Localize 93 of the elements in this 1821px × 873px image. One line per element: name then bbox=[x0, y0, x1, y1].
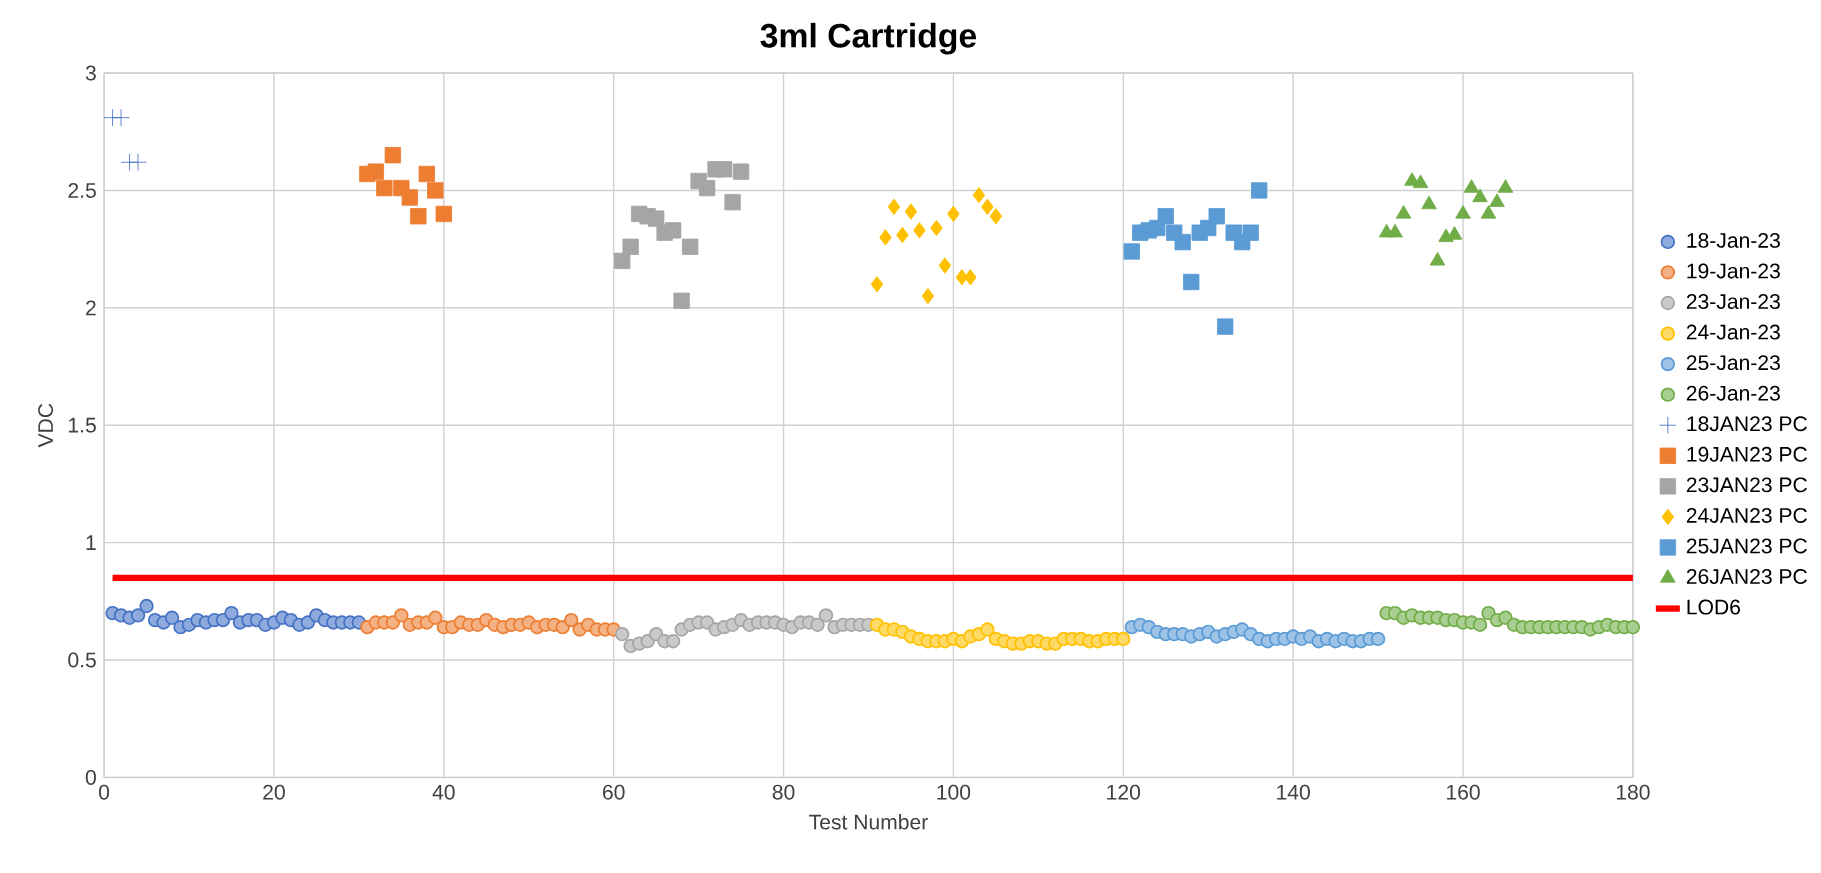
x-tick-label: 80 bbox=[772, 784, 795, 800]
point bbox=[1387, 223, 1403, 238]
point bbox=[673, 292, 690, 309]
point bbox=[1157, 207, 1174, 225]
point bbox=[130, 608, 146, 623]
legend-label: 25-Jan-23 bbox=[1686, 354, 1780, 370]
point bbox=[1116, 631, 1131, 646]
point bbox=[129, 153, 147, 171]
legend-label: 19JAN23 PC bbox=[1687, 446, 1807, 462]
x-axis-title: Test Number bbox=[809, 813, 928, 830]
legend-label: 24JAN23 PC bbox=[1686, 507, 1807, 523]
y-tick-label: 1.5 bbox=[69, 417, 96, 433]
y-tick-label: 0 bbox=[85, 769, 96, 785]
x-tick-label: 0 bbox=[99, 784, 110, 800]
y-tick-label: 2.5 bbox=[68, 182, 96, 198]
point bbox=[698, 179, 716, 197]
point bbox=[376, 179, 393, 197]
point bbox=[614, 626, 630, 642]
point bbox=[724, 193, 741, 211]
point bbox=[1242, 224, 1259, 241]
point bbox=[879, 229, 892, 246]
x-tick-label: 160 bbox=[1447, 784, 1480, 800]
point bbox=[367, 163, 385, 180]
point bbox=[1625, 619, 1641, 635]
x-tick-label: 20 bbox=[263, 784, 285, 800]
legend-label: 23-Jan-23 bbox=[1686, 293, 1780, 309]
point bbox=[1123, 243, 1140, 260]
x-tick-label: 100 bbox=[937, 784, 971, 800]
legend-label: 25JAN23 PC bbox=[1686, 538, 1807, 554]
point bbox=[394, 608, 409, 623]
point bbox=[435, 205, 452, 222]
x-tick-label: 60 bbox=[603, 784, 625, 800]
legend-label: 18JAN23 PC bbox=[1687, 416, 1807, 431]
legend-label: 18-Jan-23 bbox=[1687, 232, 1780, 248]
point bbox=[818, 608, 834, 623]
x-tick-label: 40 bbox=[432, 784, 455, 800]
point bbox=[1174, 233, 1191, 250]
point bbox=[1370, 631, 1386, 646]
point bbox=[715, 160, 733, 178]
point bbox=[622, 238, 639, 255]
point bbox=[384, 146, 401, 164]
point bbox=[904, 203, 918, 220]
point bbox=[428, 610, 443, 625]
point bbox=[112, 108, 130, 127]
legend-label: 23JAN23 PC bbox=[1686, 477, 1807, 493]
legend-label: 19-Jan-23 bbox=[1687, 263, 1780, 279]
point bbox=[401, 189, 418, 206]
legend-label: 26-Jan-23 bbox=[1686, 385, 1780, 401]
point bbox=[1489, 193, 1505, 207]
point bbox=[964, 268, 977, 286]
point bbox=[1472, 617, 1488, 632]
legend-label: LOD6 bbox=[1687, 599, 1741, 615]
point bbox=[921, 287, 935, 305]
point bbox=[164, 610, 180, 625]
point bbox=[1183, 273, 1200, 290]
legend-label: 24-Jan-23 bbox=[1686, 324, 1780, 340]
point bbox=[614, 252, 631, 269]
x-tick-label: 180 bbox=[1616, 784, 1650, 800]
point bbox=[139, 598, 154, 613]
point bbox=[1208, 207, 1225, 225]
point bbox=[981, 198, 994, 215]
legend-label: 26JAN23 PC bbox=[1686, 568, 1807, 584]
point bbox=[947, 205, 960, 222]
y-axis-title: VDC bbox=[38, 403, 54, 448]
point bbox=[410, 207, 427, 225]
point bbox=[887, 198, 901, 215]
point bbox=[647, 210, 665, 227]
point bbox=[564, 612, 579, 628]
point bbox=[1251, 182, 1268, 199]
point bbox=[989, 207, 1003, 225]
point bbox=[224, 605, 239, 621]
point bbox=[427, 182, 444, 199]
y-tick-label: 1 bbox=[86, 535, 96, 550]
point bbox=[938, 257, 952, 274]
point bbox=[980, 622, 995, 637]
point bbox=[1217, 318, 1234, 335]
y-tick-label: 2 bbox=[86, 300, 96, 315]
point bbox=[665, 633, 681, 649]
x-tick-label: 140 bbox=[1277, 784, 1310, 800]
point bbox=[972, 186, 986, 204]
point bbox=[810, 617, 825, 632]
point bbox=[664, 221, 682, 239]
point bbox=[930, 219, 943, 236]
point bbox=[913, 221, 926, 239]
point bbox=[681, 238, 699, 255]
x-tick-label: 120 bbox=[1107, 784, 1141, 800]
point bbox=[418, 165, 435, 182]
point bbox=[732, 163, 750, 180]
chart-title: 3ml Cartridge bbox=[760, 22, 977, 55]
y-tick-label: 0.5 bbox=[68, 652, 96, 668]
y-tick-label: 3 bbox=[85, 65, 96, 81]
point bbox=[896, 226, 909, 243]
point bbox=[870, 275, 884, 293]
